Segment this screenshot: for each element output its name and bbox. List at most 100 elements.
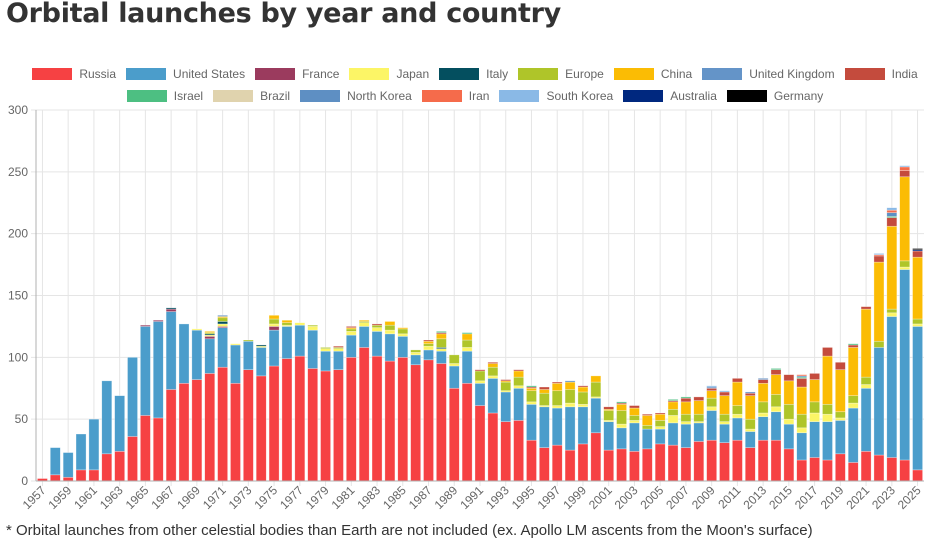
bar-germany-2025[interactable] — [912, 248, 923, 251]
bar-india-2005[interactable] — [654, 412, 666, 415]
bar-japan-2010[interactable] — [719, 421, 730, 425]
bar-south-korea-2022[interactable] — [873, 253, 885, 255]
bar-china-2006[interactable] — [667, 401, 679, 410]
bar-india-1997[interactable] — [551, 381, 563, 384]
bar-united-states-1991[interactable] — [474, 383, 486, 406]
bar-europe-1983[interactable] — [371, 324, 383, 328]
bar-china-2008[interactable] — [693, 400, 705, 415]
bar-india-2008[interactable] — [693, 396, 705, 401]
bar-russia-1991[interactable] — [474, 405, 486, 482]
bar-russia-1978[interactable] — [307, 368, 319, 482]
bar-russia-1975[interactable] — [268, 365, 280, 482]
bar-japan-2024[interactable] — [899, 266, 911, 270]
legend-item-australia[interactable]: Australia — [623, 89, 717, 103]
bar-china-1992[interactable] — [487, 363, 499, 368]
bar-europe-1998[interactable] — [564, 389, 576, 404]
bar-united-states-1966[interactable] — [152, 321, 164, 419]
bar-europe-1999[interactable] — [577, 391, 589, 405]
bar-russia-1972[interactable] — [230, 383, 241, 482]
bar-japan-1983[interactable] — [371, 327, 383, 332]
bar-italy-1974[interactable] — [255, 344, 267, 347]
bar-united-states-1999[interactable] — [577, 406, 589, 445]
bar-europe-2009[interactable] — [706, 397, 717, 408]
bar-japan-1971[interactable] — [217, 323, 228, 327]
bar-china-1995[interactable] — [526, 387, 537, 392]
bar-china-2016[interactable] — [796, 386, 808, 415]
bar-india-1996[interactable] — [539, 386, 550, 390]
bar-russia-2024[interactable] — [899, 459, 911, 482]
bar-india-2018[interactable] — [822, 347, 833, 357]
bar-china-2003[interactable] — [629, 407, 640, 416]
bar-japan-2019[interactable] — [835, 417, 846, 421]
bar-europe-2011[interactable] — [732, 405, 743, 415]
bar-united-states-1964[interactable] — [127, 357, 138, 437]
bar-europe-1979[interactable] — [320, 347, 331, 349]
bar-united-states-1971[interactable] — [217, 327, 228, 368]
bar-russia-2009[interactable] — [706, 439, 717, 482]
bar-russia-2015[interactable] — [783, 448, 795, 482]
bar-japan-2003[interactable] — [629, 420, 640, 424]
legend-item-germany[interactable]: Germany — [726, 89, 823, 103]
legend-item-europe[interactable]: Europe — [518, 67, 604, 81]
bar-japan-1984[interactable] — [384, 329, 396, 335]
bar-israel-2020[interactable] — [847, 343, 859, 346]
bar-china-2005[interactable] — [654, 413, 666, 421]
bar-india-1981[interactable] — [345, 326, 357, 328]
bar-europe-1985[interactable] — [397, 328, 409, 335]
bar-france-1975[interactable] — [268, 326, 280, 331]
bar-china-1998[interactable] — [564, 381, 576, 390]
bar-china-1984[interactable] — [384, 321, 396, 326]
bar-united-states-1988[interactable] — [436, 350, 447, 364]
bar-united-states-1986[interactable] — [410, 354, 421, 366]
bar-india-2015[interactable] — [783, 374, 795, 382]
legend-item-north-korea[interactable]: North Korea — [300, 89, 412, 103]
bar-europe-2018[interactable] — [822, 404, 833, 415]
bar-united-states-1980[interactable] — [333, 350, 344, 370]
bar-europe-2004[interactable] — [641, 425, 653, 430]
bar-russia-1966[interactable] — [152, 417, 164, 482]
bar-japan-1972[interactable] — [230, 343, 241, 346]
bar-russia-2002[interactable] — [616, 448, 627, 482]
bar-europe-2010[interactable] — [719, 413, 730, 422]
bar-united-states-1977[interactable] — [294, 324, 306, 357]
bar-china-2021[interactable] — [860, 308, 872, 378]
bar-russia-1993[interactable] — [500, 421, 512, 482]
bar-china-2007[interactable] — [680, 401, 692, 415]
bar-russia-1999[interactable] — [577, 443, 589, 482]
bar-north-korea-2012[interactable] — [744, 391, 756, 394]
bar-india-2003[interactable] — [629, 405, 640, 409]
bar-united-states-2022[interactable] — [873, 347, 885, 456]
bar-united-states-1958[interactable] — [49, 447, 61, 476]
bar-europe-1993[interactable] — [500, 381, 512, 392]
bar-russia-1958[interactable] — [49, 474, 61, 482]
bar-japan-2002[interactable] — [616, 423, 627, 429]
bar-china-2024[interactable] — [899, 176, 911, 262]
bar-india-1987[interactable] — [423, 339, 434, 342]
bar-russia-2021[interactable] — [860, 451, 872, 482]
bar-russia-1964[interactable] — [127, 436, 138, 482]
bar-russia-2025[interactable] — [912, 469, 923, 482]
legend-item-china[interactable]: China — [613, 67, 692, 81]
bar-europe-2006[interactable] — [667, 408, 679, 416]
bar-china-2000[interactable] — [590, 375, 602, 383]
bar-united-states-2004[interactable] — [641, 428, 653, 450]
bar-united-states-1998[interactable] — [564, 406, 576, 451]
bar-china-1970[interactable] — [204, 331, 216, 333]
bar-japan-1991[interactable] — [474, 380, 486, 384]
bar-united-states-2014[interactable] — [770, 411, 782, 441]
bar-japan-1988[interactable] — [436, 348, 447, 352]
bar-russia-1997[interactable] — [551, 444, 563, 482]
bar-united-states-1975[interactable] — [268, 329, 280, 367]
bar-united-states-2016[interactable] — [796, 432, 808, 461]
bar-russia-1996[interactable] — [539, 447, 550, 482]
bar-united-states-1959[interactable] — [62, 452, 74, 478]
bar-united-states-2023[interactable] — [886, 316, 898, 458]
bar-europe-2008[interactable] — [693, 413, 705, 422]
bar-japan-1989[interactable] — [448, 363, 460, 367]
bar-japan-1975[interactable] — [268, 323, 280, 327]
bar-russia-1968[interactable] — [178, 383, 190, 482]
bar-china-2011[interactable] — [732, 381, 743, 406]
bar-south-korea-2023[interactable] — [886, 207, 898, 211]
bar-europe-2022[interactable] — [873, 340, 885, 348]
bar-russia-1971[interactable] — [217, 366, 228, 482]
